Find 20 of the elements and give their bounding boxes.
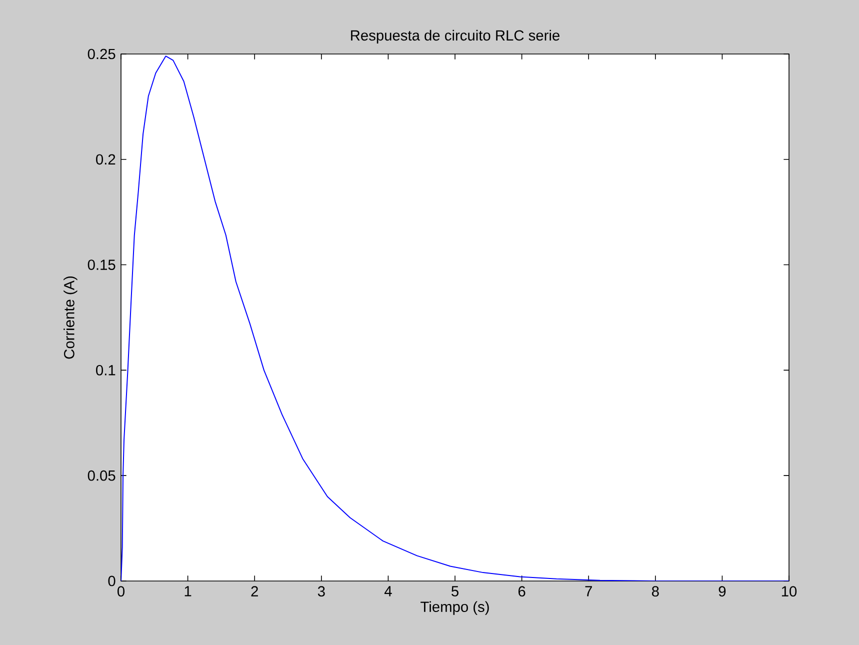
x-tick-label: 0: [117, 586, 124, 597]
x-tick-label: 8: [652, 586, 659, 597]
y-tick-label: 0: [108, 576, 116, 586]
y-tick-label: 0.15: [88, 260, 116, 270]
x-tick-label: 2: [251, 586, 258, 596]
x-tick-label: 4: [384, 586, 392, 596]
y-tick-label: 0.2: [96, 154, 116, 165]
y-tick-label: 0.05: [88, 470, 116, 481]
x-tick-label: 10: [782, 586, 797, 597]
x-axis-title: Tiempo (s): [420, 601, 489, 615]
y-tick-label: 0.1: [96, 365, 116, 376]
y-tick-label: 0.25: [88, 48, 116, 60]
x-tick-label: 6: [518, 586, 526, 597]
x-tick-label: 1: [184, 586, 192, 596]
chart-title: Respuesta de circuito RLC serie: [351, 30, 560, 44]
x-tick-label: 9: [718, 586, 726, 597]
x-tick-label: 3: [318, 586, 325, 597]
x-tick-label: 5: [452, 586, 458, 596]
y-axis-title: Corriente (A): [64, 276, 78, 359]
x-tick-label: 7: [585, 586, 592, 596]
